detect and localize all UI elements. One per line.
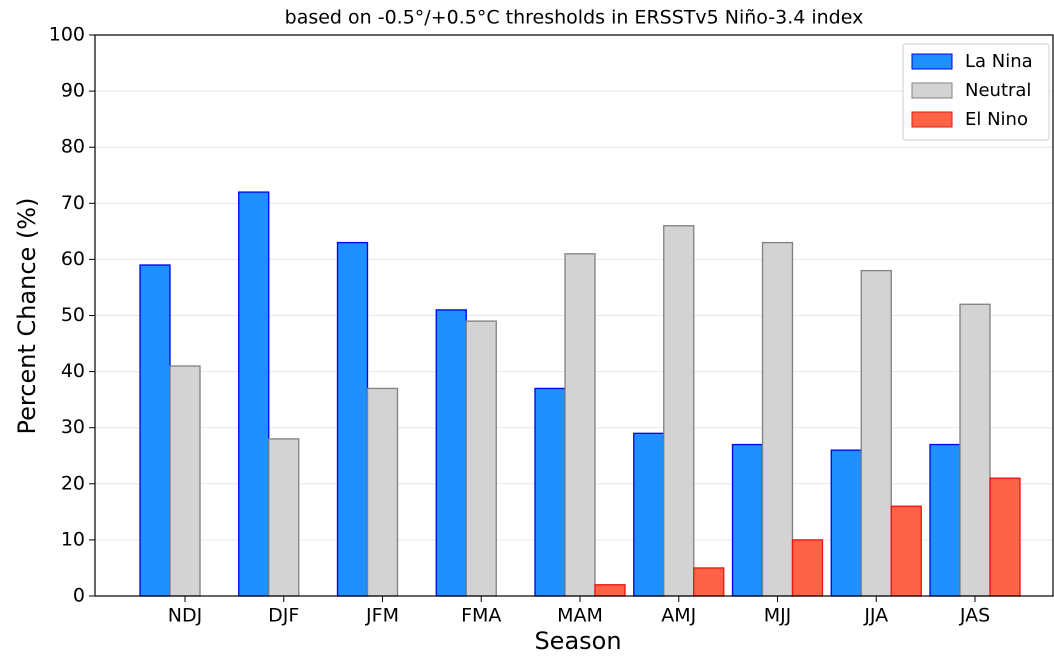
bar xyxy=(830,449,862,597)
legend-label: Neutral xyxy=(965,80,1031,101)
bar xyxy=(890,505,922,597)
bar xyxy=(594,584,626,597)
y-tick-label: 0 xyxy=(73,585,85,607)
x-tick-label: DJF xyxy=(268,605,299,627)
y-tick-label: 90 xyxy=(61,80,85,102)
legend-swatch xyxy=(911,82,953,99)
bar xyxy=(435,309,467,597)
bar xyxy=(169,365,201,597)
chart-title: based on -0.5°/+0.5°C thresholds in ERSS… xyxy=(285,7,864,29)
bar xyxy=(791,539,824,597)
bar xyxy=(534,387,566,597)
x-tick-label: AMJ xyxy=(661,605,696,627)
y-tick-label: 100 xyxy=(49,24,85,46)
x-tick-label: JAS xyxy=(959,605,990,627)
y-tick-label: 40 xyxy=(61,360,85,382)
legend-swatch xyxy=(911,111,953,128)
bar xyxy=(336,241,369,597)
plot-frame xyxy=(94,34,1054,597)
y-axis-label: Percent Chance (%) xyxy=(13,198,41,435)
bar xyxy=(860,269,892,597)
bar xyxy=(929,443,961,597)
bar xyxy=(959,303,991,597)
y-tick-label: 70 xyxy=(61,192,85,214)
bar xyxy=(693,567,725,597)
y-tick-label: 30 xyxy=(61,416,85,438)
bar xyxy=(238,191,270,597)
y-tick-label: 10 xyxy=(61,528,85,550)
legend-label: La Nina xyxy=(965,51,1033,72)
bar xyxy=(465,320,497,597)
x-axis-label: Season xyxy=(534,627,621,655)
x-tick-label: MJJ xyxy=(764,605,792,627)
bar xyxy=(366,387,399,597)
y-tick-label: 80 xyxy=(61,136,85,158)
bar xyxy=(989,477,1021,597)
x-tick-label: JJA xyxy=(863,605,888,627)
bar xyxy=(633,432,665,597)
x-tick-label: JFM xyxy=(365,605,399,627)
bar xyxy=(731,443,764,597)
bar xyxy=(139,264,171,597)
bar xyxy=(761,241,794,597)
y-tick-label: 60 xyxy=(61,248,85,270)
legend-label: El Nino xyxy=(965,109,1028,130)
bar xyxy=(268,438,300,597)
bar xyxy=(663,225,695,597)
y-tick-label: 50 xyxy=(61,304,85,326)
x-tick-label: MAM xyxy=(557,605,603,627)
x-tick-label: NDJ xyxy=(168,605,202,627)
legend-swatch xyxy=(911,53,953,70)
bar xyxy=(564,253,596,597)
y-tick-label: 20 xyxy=(61,472,85,494)
x-tick-label: FMA xyxy=(461,605,501,627)
